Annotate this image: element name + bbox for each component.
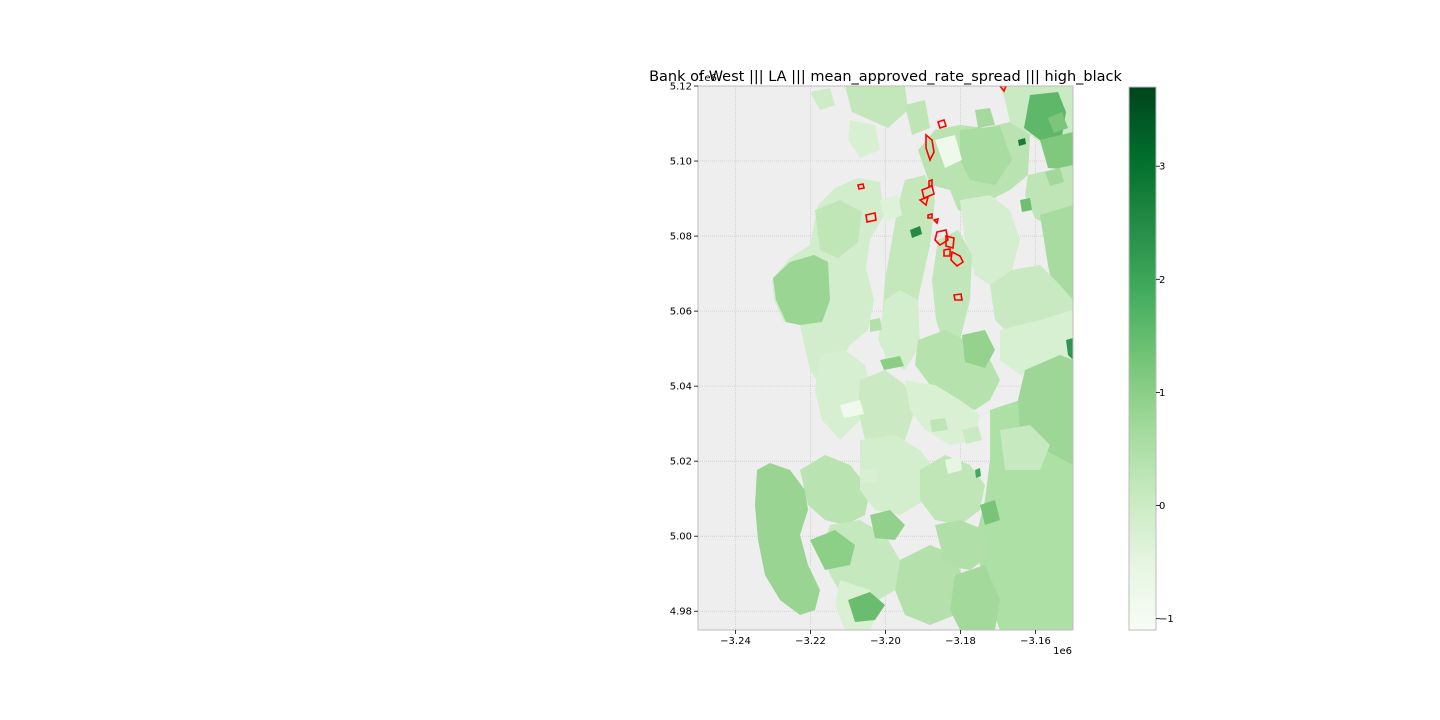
- highlight-outline: [934, 229, 949, 247]
- chart-title: Bank of West ||| LA ||| mean_approved_ra…: [649, 69, 1122, 85]
- tract-region: [980, 500, 1000, 525]
- highlight-outline: [865, 212, 877, 223]
- x-tick-label: −3.20: [870, 636, 901, 647]
- highlight-outline: [945, 234, 955, 250]
- colorbar-tick-label: 0: [1159, 501, 1165, 512]
- x-tick-label: −3.24: [720, 636, 751, 647]
- highlight-outline: [927, 212, 933, 219]
- tract-region: [945, 456, 962, 474]
- tract-region: [1040, 132, 1073, 170]
- tract-region: [848, 120, 880, 158]
- tract-region: [935, 520, 990, 570]
- tract-region: [960, 126, 1012, 185]
- tract-region: [930, 418, 948, 432]
- highlight-outline: [936, 118, 948, 130]
- tract-region: [905, 100, 930, 135]
- colorbar: −1 0 1 2 3: [1128, 86, 1174, 631]
- census-tract-regions: [755, 86, 1073, 630]
- highlight-outline: [928, 178, 933, 187]
- tract-region: [1066, 338, 1073, 360]
- tract-region: [848, 592, 885, 622]
- y-tick-label: 5.08: [670, 232, 692, 243]
- highlight-outline: [943, 248, 951, 257]
- tract-region: [858, 370, 915, 455]
- highlight-outline: [932, 217, 940, 225]
- tract-region: [870, 318, 882, 332]
- highlight-outline: [925, 133, 935, 163]
- highlight-outline: [950, 250, 965, 268]
- colorbar-tick-label: 3: [1159, 162, 1165, 173]
- tract-region: [880, 356, 904, 370]
- y-offset-label: 1e6: [698, 73, 717, 84]
- highlight-outline: [918, 195, 930, 207]
- tract-region: [815, 350, 870, 440]
- tract-region: [810, 88, 835, 110]
- tract-region: [878, 290, 920, 370]
- x-axis: −3.24 −3.22 −3.20 −3.18 −3.16: [720, 630, 1051, 647]
- tract-region: [880, 195, 902, 222]
- tract-region: [905, 380, 980, 445]
- y-tick-label: 5.00: [670, 532, 692, 543]
- tract-region: [1048, 112, 1068, 133]
- tract-region: [962, 426, 982, 444]
- tract-region: [962, 330, 995, 368]
- tract-region: [1045, 168, 1064, 186]
- tract-region: [860, 468, 878, 484]
- x-tick-label: −3.16: [1020, 636, 1051, 647]
- tract-region: [840, 400, 864, 418]
- tract-region: [815, 200, 862, 258]
- tract-region: [975, 108, 995, 128]
- tract-region: [755, 463, 820, 615]
- tract-region: [935, 135, 962, 168]
- y-axis: 4.98 5.00 5.02 5.04 5.06 5.08 5.10 5.12: [670, 82, 698, 618]
- x-tick-label: −3.18: [945, 636, 976, 647]
- tract-region: [910, 226, 922, 238]
- highlight-outline: [857, 183, 865, 190]
- y-tick-label: 5.10: [670, 157, 692, 168]
- colorbar-tick-label: 2: [1159, 275, 1165, 286]
- x-tick-label: −3.22: [795, 636, 826, 647]
- map-axes: −3.24 −3.22 −3.20 −3.18 −3.16 4.98 5.00 5.02 5.…: [670, 73, 1074, 657]
- colorbar-ticks: −1 0 1 2 3: [1156, 162, 1174, 625]
- tract-region: [845, 86, 908, 128]
- tract-region: [950, 565, 1000, 630]
- x-offset-label: 1e6: [1053, 646, 1072, 657]
- tract-region: [960, 195, 1020, 285]
- tract-region: [1040, 205, 1073, 312]
- colorbar-tick-label: 1: [1159, 388, 1165, 399]
- colorbar-tick-label: −1: [1159, 614, 1174, 625]
- y-tick-label: 4.98: [670, 607, 692, 618]
- y-tick-label: 5.04: [670, 382, 692, 393]
- tract-region: [773, 255, 830, 325]
- tract-region: [860, 435, 935, 515]
- highlight-outline: [953, 293, 963, 301]
- tract-region: [800, 455, 870, 525]
- y-tick-label: 5.06: [670, 307, 692, 318]
- tract-region: [975, 468, 981, 478]
- tract-region: [1018, 138, 1026, 146]
- tract-region: [920, 455, 985, 525]
- highlight-outline: [921, 184, 935, 200]
- y-tick-label: 5.12: [670, 82, 692, 93]
- tract-region: [810, 530, 855, 570]
- highlighted-high-black-tracts: [857, 86, 1007, 301]
- y-tick-label: 5.02: [670, 457, 692, 468]
- highlight-outline: [998, 86, 1007, 93]
- tract-region: [870, 510, 905, 540]
- tract-region: [1020, 198, 1032, 212]
- tract-region: [1000, 425, 1050, 470]
- colorbar-gradient: [1128, 86, 1157, 631]
